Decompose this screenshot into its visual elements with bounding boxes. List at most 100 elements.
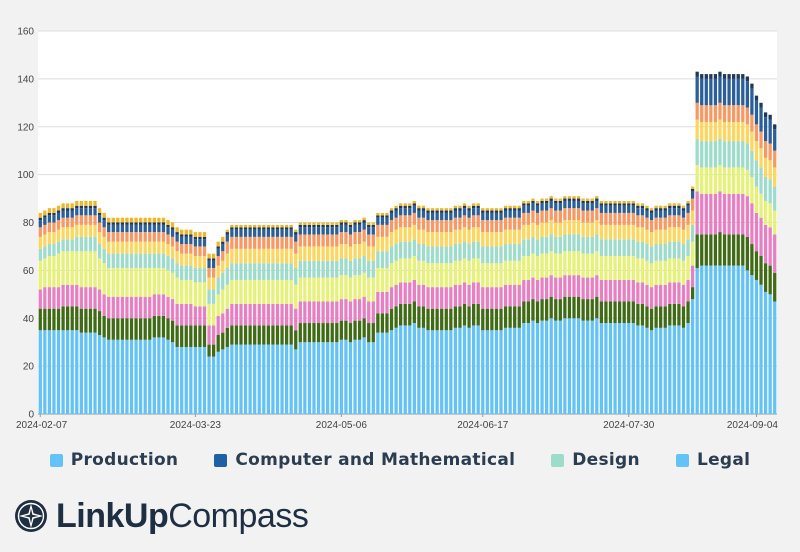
bar-segment[interactable] (248, 279, 252, 304)
bar-segment[interactable] (148, 222, 152, 225)
bar-segment[interactable] (66, 227, 70, 240)
bar-segment[interactable] (357, 224, 362, 233)
bar-segment[interactable] (166, 234, 170, 245)
bar-segment[interactable] (421, 205, 426, 209)
bar-segment[interactable] (66, 251, 70, 285)
bar-segment[interactable] (152, 253, 156, 268)
bar-segment[interactable] (157, 224, 161, 233)
bar-segment[interactable] (690, 191, 695, 199)
bar-segment[interactable] (371, 224, 375, 228)
bar-segment[interactable] (668, 241, 672, 259)
bar-segment[interactable] (211, 289, 216, 304)
bar-segment[interactable] (70, 210, 74, 218)
bar-segment[interactable] (184, 244, 188, 254)
bar-segment[interactable] (763, 200, 768, 225)
bar-segment[interactable] (189, 279, 193, 304)
bar-segment[interactable] (97, 222, 102, 233)
bar-segment[interactable] (225, 346, 229, 414)
bar-segment[interactable] (668, 203, 672, 206)
bar-segment[interactable] (335, 222, 339, 225)
bar-segment[interactable] (503, 244, 508, 261)
bar-segment[interactable] (718, 71, 722, 77)
bar-segment[interactable] (66, 208, 70, 211)
bar-segment[interactable] (704, 105, 708, 122)
bar-segment[interactable] (88, 224, 93, 237)
bar-segment[interactable] (403, 258, 407, 283)
bar-segment[interactable] (335, 260, 339, 278)
bar-segment[interactable] (617, 279, 622, 302)
bar-segment[interactable] (120, 318, 125, 340)
bar-segment[interactable] (627, 212, 631, 225)
bar-segment[interactable] (170, 236, 175, 247)
bar-segment[interactable] (102, 294, 106, 316)
bar-segment[interactable] (476, 303, 480, 326)
bar-segment[interactable] (125, 296, 129, 319)
bar-segment[interactable] (421, 229, 426, 245)
bar-segment[interactable] (750, 150, 754, 178)
bar-segment[interactable] (412, 301, 416, 324)
bar-segment[interactable] (595, 296, 599, 319)
bar-segment[interactable] (207, 289, 211, 304)
bar-segment[interactable] (408, 205, 412, 209)
bar-segment[interactable] (102, 248, 106, 264)
bar-segment[interactable] (426, 210, 430, 213)
bar-segment[interactable] (613, 239, 617, 257)
bar-segment[interactable] (152, 217, 156, 223)
bar-segment[interactable] (303, 323, 307, 343)
bar-segment[interactable] (403, 215, 407, 228)
bar-segment[interactable] (84, 224, 88, 237)
bar-segment[interactable] (376, 313, 380, 333)
bar-segment[interactable] (70, 330, 74, 414)
bar-segment[interactable] (494, 330, 499, 414)
bar-segment[interactable] (608, 256, 613, 280)
bar-segment[interactable] (558, 203, 562, 211)
bar-segment[interactable] (773, 234, 777, 273)
bar-segment[interactable] (636, 203, 640, 206)
bar-segment[interactable] (517, 217, 521, 230)
bar-segment[interactable] (490, 308, 494, 331)
bar-segment[interactable] (143, 241, 147, 254)
bar-segment[interactable] (79, 200, 83, 206)
bar-segment[interactable] (586, 198, 590, 201)
bar-segment[interactable] (202, 346, 207, 414)
bar-segment[interactable] (499, 330, 503, 414)
bar-segment[interactable] (408, 303, 412, 326)
bar-segment[interactable] (139, 232, 143, 242)
bar-segment[interactable] (617, 301, 622, 324)
bar-segment[interactable] (284, 263, 289, 280)
bar-segment[interactable] (70, 239, 74, 252)
bar-segment[interactable] (280, 236, 284, 249)
bar-segment[interactable] (759, 167, 763, 194)
bar-segment[interactable] (458, 306, 462, 328)
bar-segment[interactable] (184, 279, 188, 304)
bar-segment[interactable] (239, 325, 243, 345)
bar-segment[interactable] (485, 210, 489, 213)
bar-segment[interactable] (43, 258, 47, 288)
bar-segment[interactable] (280, 303, 284, 326)
bar-segment[interactable] (408, 215, 412, 228)
bar-segment[interactable] (116, 224, 120, 233)
bar-segment[interactable] (189, 229, 193, 235)
bar-segment[interactable] (111, 224, 115, 233)
bar-segment[interactable] (554, 210, 558, 223)
bar-segment[interactable] (139, 267, 143, 297)
bar-segment[interactable] (193, 346, 198, 414)
bar-segment[interactable] (294, 267, 298, 285)
bar-segment[interactable] (180, 279, 184, 304)
bar-segment[interactable] (394, 210, 398, 218)
bar-segment[interactable] (435, 220, 439, 233)
bar-segment[interactable] (88, 205, 93, 209)
bar-segment[interactable] (576, 220, 581, 235)
bar-segment[interactable] (152, 294, 156, 316)
bar-segment[interactable] (389, 308, 394, 331)
bar-segment[interactable] (472, 205, 476, 209)
bar-segment[interactable] (526, 203, 531, 206)
bar-segment[interactable] (380, 236, 385, 252)
bar-segment[interactable] (189, 265, 193, 280)
bar-segment[interactable] (544, 277, 549, 300)
bar-segment[interactable] (586, 277, 590, 300)
bar-segment[interactable] (257, 263, 261, 280)
bar-segment[interactable] (440, 220, 444, 233)
bar-segment[interactable] (586, 253, 590, 278)
bar-segment[interactable] (399, 258, 403, 283)
